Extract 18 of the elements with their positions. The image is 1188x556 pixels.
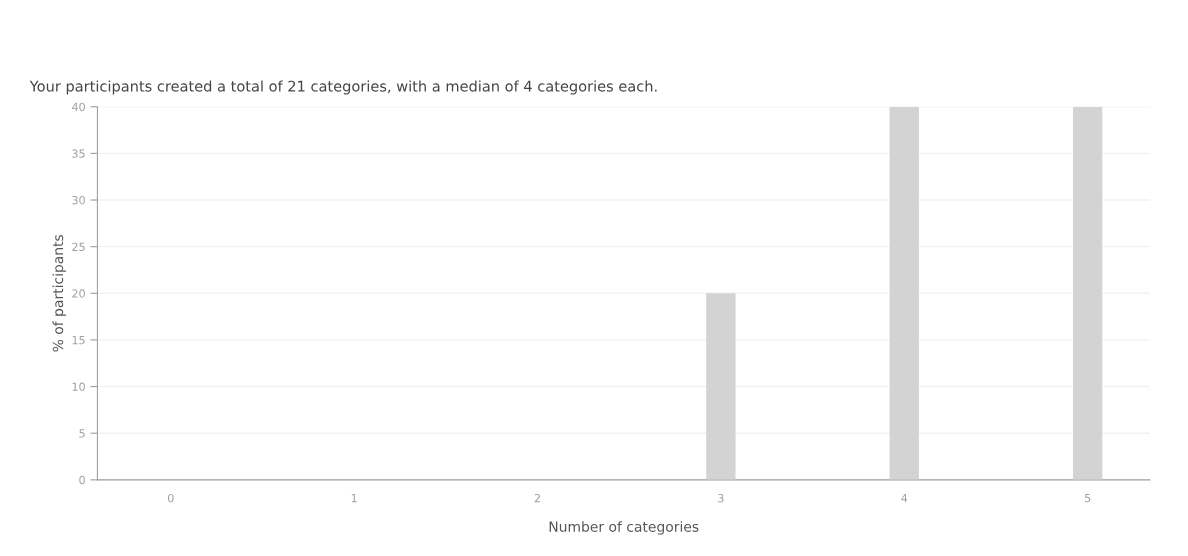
y-tick-label: 30 bbox=[72, 196, 85, 205]
y-tick-label: 15 bbox=[72, 336, 85, 345]
y-axis-title: % of participants bbox=[52, 234, 66, 352]
x-tick-label: 4 bbox=[901, 494, 908, 503]
y-tick-label: 20 bbox=[72, 289, 85, 298]
x-axis-title: Number of categories bbox=[549, 521, 699, 535]
y-tick-label: 5 bbox=[79, 429, 85, 438]
y-tick-label: 25 bbox=[72, 242, 85, 252]
y-tick-label: 0 bbox=[79, 475, 85, 485]
x-tick-label: 5 bbox=[1084, 494, 1091, 503]
y-tick-label: 40 bbox=[72, 102, 85, 112]
x-tick-label: 3 bbox=[718, 493, 724, 503]
chart-title: Your participants created a total of 21 categories, with a median of 4 categories each. bbox=[29, 80, 657, 95]
x-tick-label: 2 bbox=[534, 493, 540, 503]
y-tick-label: 10 bbox=[72, 382, 85, 391]
x-tick-label: 1 bbox=[351, 494, 357, 503]
y-tick-label: 35 bbox=[72, 149, 85, 158]
x-tick-label: 0 bbox=[167, 493, 174, 503]
